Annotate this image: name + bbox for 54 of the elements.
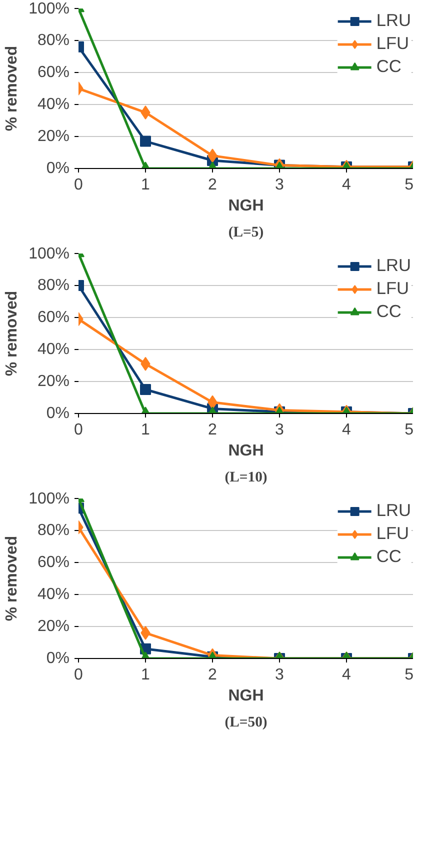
y-tick-label: 80% [37, 277, 70, 294]
y-tick-label: 0% [46, 650, 70, 667]
y-tick-label: 20% [37, 373, 70, 390]
legend-label: LFU [376, 278, 410, 299]
x-tick-label: 1 [141, 176, 150, 194]
y-tick-label: 40% [37, 586, 70, 603]
y-axis-title: % removed [4, 290, 21, 376]
x-tick-label: 5 [404, 176, 414, 194]
y-tick-label: 100% [28, 0, 70, 18]
y-axis-title: % removed [4, 536, 21, 622]
y-tick-label: 60% [37, 64, 70, 81]
y-tick-label: 100% [28, 246, 70, 262]
x-tick-label: 2 [208, 176, 218, 194]
x-tick-label: 0 [74, 422, 84, 438]
text: (L=5) [228, 224, 264, 240]
legend-label: LFU [376, 523, 410, 544]
x-tick-label: 3 [275, 422, 284, 438]
y-tick-label: 40% [37, 341, 70, 358]
x-tick-label: 5 [404, 422, 414, 438]
legend-label: LRU [376, 500, 411, 521]
legend-label: LFU [376, 33, 410, 54]
y-tick-label: 60% [37, 554, 70, 571]
x-tick-label: 4 [342, 176, 352, 194]
text: (L=50) [224, 714, 268, 730]
y-tick-label: 60% [37, 309, 70, 326]
legend-label: LRU [376, 255, 411, 276]
x-axis-title: NGH [228, 442, 264, 460]
y-tick-label: 20% [37, 128, 70, 145]
y-tick-label: 20% [37, 618, 70, 635]
x-axis-title: NGH [228, 198, 264, 214]
legend-label: CC [376, 301, 402, 322]
x-tick-label: 5 [404, 666, 414, 684]
x-tick-label: 3 [275, 666, 284, 684]
y-tick-label: 0% [46, 405, 70, 422]
x-tick-label: 1 [141, 422, 150, 438]
y-tick-label: 0% [46, 160, 70, 177]
y-tick-label: 80% [37, 522, 70, 539]
x-tick-label: 1 [141, 666, 150, 684]
y-tick-label: 100% [28, 490, 70, 508]
x-tick-label: 2 [208, 422, 218, 438]
x-tick-label: 3 [275, 176, 284, 194]
x-tick-label: 4 [342, 666, 352, 684]
legend-label: CC [376, 56, 402, 77]
y-tick-label: 80% [37, 32, 70, 49]
y-axis-title: % removed [4, 46, 21, 132]
x-tick-label: 0 [74, 176, 84, 194]
x-tick-label: 4 [342, 422, 352, 438]
x-axis-title: NGH [228, 688, 264, 704]
legend-label: LRU [376, 10, 411, 31]
legend-label: CC [376, 546, 402, 567]
y-tick-label: 40% [37, 96, 70, 113]
text: (L=10) [224, 470, 268, 486]
x-tick-label: 2 [208, 666, 218, 684]
x-tick-label: 0 [74, 666, 84, 684]
